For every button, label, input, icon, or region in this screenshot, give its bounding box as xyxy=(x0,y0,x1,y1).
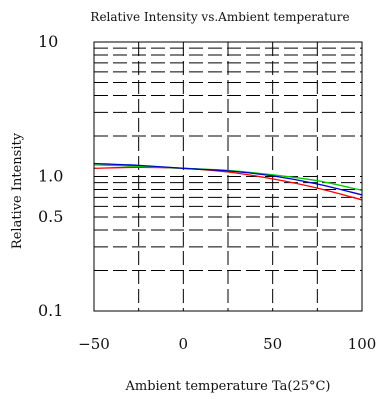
grid-lines xyxy=(94,42,362,311)
plot-frame xyxy=(93,41,363,312)
x-tick-label: 100 xyxy=(348,335,377,353)
y-axis-label: Relative Intensity xyxy=(10,132,25,249)
series-line xyxy=(93,162,363,196)
tick-labels: −50 0 50 100 10 1.0 0.5 0.1 xyxy=(38,32,376,353)
x-tick-label: 50 xyxy=(263,335,282,353)
x-tick-label: −50 xyxy=(78,335,110,353)
series-lines xyxy=(93,162,363,201)
y-tick-label: 10 xyxy=(38,32,58,51)
chart-title: Relative Intensity vs.Ambient temperatur… xyxy=(90,10,349,24)
y-tick-label: 0.5 xyxy=(38,207,63,226)
series-line xyxy=(93,166,363,201)
y-tick-label: 0.1 xyxy=(38,301,63,320)
x-axis-label: Ambient temperature Ta(25°C) xyxy=(124,379,330,394)
x-tick-label: 0 xyxy=(179,335,189,353)
y-tick-label: 1.0 xyxy=(38,167,63,186)
